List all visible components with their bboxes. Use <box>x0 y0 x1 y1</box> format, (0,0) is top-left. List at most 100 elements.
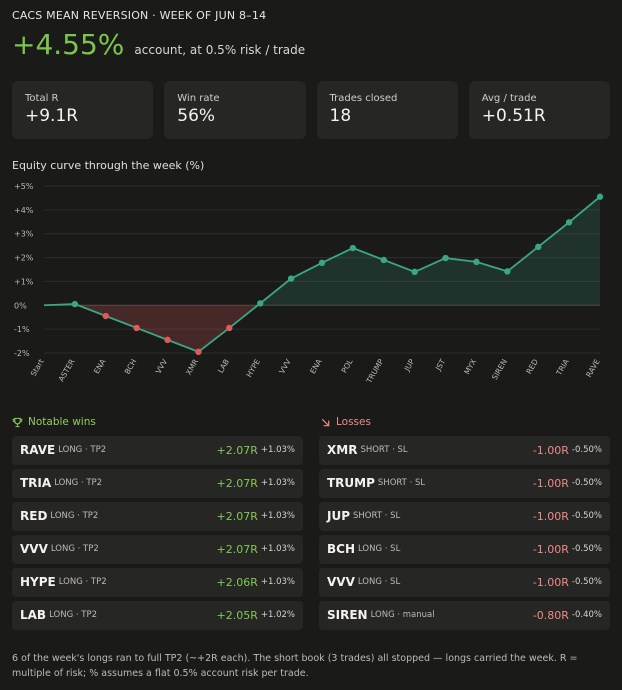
trade-symbol: SIREN <box>327 608 368 623</box>
trade-pct: +1.03% <box>260 577 295 588</box>
trade-r: +2.06R <box>216 575 258 589</box>
stat-value: +9.1R <box>25 106 79 126</box>
trade-meta: LONG · TP2 <box>49 610 97 621</box>
trade-r: -1.00R <box>532 443 569 457</box>
data-point <box>133 324 140 332</box>
x-tick-label: XMR <box>184 358 200 377</box>
trade-symbol: TRIA <box>20 476 52 491</box>
trade-pct: +1.03% <box>260 478 295 489</box>
stat-card-win-rate: Win rate 56% <box>164 81 306 139</box>
data-point <box>596 193 604 200</box>
trade-pct: -0.40% <box>571 610 602 621</box>
trade-r: +2.07R <box>216 542 258 556</box>
trade-pct: -0.50% <box>571 544 602 555</box>
equity-curve-chart: -2% -1% 0% +1% +2% +3% +4% +5% Start ASTER ENA BCH V… <box>14 182 604 386</box>
list-item: BCH LONG · SL -1.00R -0.50% <box>319 535 610 564</box>
data-point <box>565 219 573 226</box>
trade-r: +2.07R <box>216 476 258 490</box>
trade-pct: -0.50% <box>571 478 602 489</box>
page-title: CACS MEAN REVERSION · WEEK OF JUN 8–14 <box>12 9 267 22</box>
x-tick-label: JUP <box>402 357 417 373</box>
stat-cards: Total R +9.1R Win rate 56% Trades closed… <box>12 81 610 139</box>
trade-pct: -0.50% <box>571 511 602 522</box>
stat-card-trades-closed: Trades closed 18 <box>316 81 458 139</box>
trade-symbol: XMR <box>327 443 358 458</box>
y-tick-label: +3% <box>14 230 34 239</box>
x-tick-label: TRIA <box>554 357 571 378</box>
stat-label: Win rate <box>177 93 220 104</box>
x-tick-label: Start <box>29 357 46 377</box>
stat-label: Trades closed <box>329 93 398 104</box>
trade-pct: +1.03% <box>260 544 295 555</box>
data-point <box>411 268 418 276</box>
stat-value: 56% <box>177 106 216 126</box>
x-tick-label: ENA <box>92 357 108 376</box>
list-item: TRUMP SHORT · SL -1.00R -0.50% <box>319 469 610 498</box>
trade-pct: +1.03% <box>260 445 295 456</box>
trade-symbol: BCH <box>327 542 355 557</box>
x-tick-label: BCH <box>123 358 139 376</box>
y-tick-label: +5% <box>14 182 34 191</box>
losses-heading-label: Losses <box>336 416 371 428</box>
y-tick-label: -2% <box>14 349 30 358</box>
data-point <box>442 254 449 262</box>
trade-symbol: RAVE <box>20 443 56 458</box>
x-tick-label: HYPE <box>244 357 262 379</box>
trade-meta: SHORT · SL <box>360 445 408 456</box>
stat-label: Avg / trade <box>481 93 537 104</box>
data-point <box>504 268 511 275</box>
positive-area <box>257 196 600 306</box>
trade-symbol: JUP <box>327 509 351 524</box>
y-tick-label: 0% <box>14 301 27 310</box>
headline: +4.55% account, at 0.5% risk / trade <box>12 28 305 61</box>
trade-meta: LONG · TP2 <box>54 478 103 489</box>
x-tick-label: MYX <box>462 358 478 377</box>
trade-meta: LONG · TP2 <box>50 544 99 555</box>
trade-r: -1.00R <box>532 476 569 490</box>
trade-symbol: VVV <box>20 542 48 557</box>
stat-value: 18 <box>329 106 352 126</box>
y-tick-label: +2% <box>14 254 34 263</box>
y-tick-label: -1% <box>14 325 30 334</box>
y-tick-label: +4% <box>14 206 34 215</box>
x-tick-label: SIREN <box>490 358 509 382</box>
x-tick-label: TRUMP <box>364 357 386 386</box>
data-point <box>473 258 480 266</box>
data-point <box>535 243 542 251</box>
x-tick-label: ASTER <box>57 358 77 384</box>
trophy-icon <box>12 417 23 427</box>
trade-meta: SHORT · SL <box>377 478 426 489</box>
trade-r: -1.00R <box>532 542 569 556</box>
data-point <box>102 312 109 320</box>
footnote: 6 of the week's longs ran to full TP2 (~… <box>12 653 578 679</box>
chart-title: Equity curve through the week (%) <box>12 159 205 172</box>
trade-pct: +1.03% <box>260 511 295 522</box>
trade-symbol: VVV <box>327 575 355 590</box>
trade-symbol: RED <box>20 509 48 524</box>
list-item: SIREN LONG · manual -0.80R -0.40% <box>319 601 610 630</box>
x-tick-label: JST <box>433 357 447 373</box>
arrow-down-right-icon <box>321 418 330 426</box>
x-tick-label: VVV <box>277 357 293 376</box>
wins-list: RAVE LONG · TP2 +2.07R +1.03% TRIA LONG … <box>12 436 303 630</box>
trade-pct: +1.02% <box>260 610 295 621</box>
stat-card-avg-trade: Avg / trade +0.51R <box>468 81 610 139</box>
wins-heading-label: Notable wins <box>28 416 96 428</box>
trade-meta: LONG · TP2 <box>58 577 107 588</box>
list-item: HYPE LONG · TP2 +2.06R +1.03% <box>12 568 303 597</box>
x-tick-label: LAB <box>216 358 231 375</box>
trade-r: -1.00R <box>532 509 569 523</box>
x-tick-label: POL <box>340 357 356 375</box>
list-item: LAB LONG · TP2 +2.05R +1.02% <box>12 601 303 630</box>
data-point <box>226 324 233 332</box>
list-item: RAVE LONG · TP2 +2.07R +1.03% <box>12 436 303 465</box>
trade-r: +2.05R <box>216 608 258 622</box>
trade-r: +2.07R <box>216 509 258 523</box>
list-item: TRIA LONG · TP2 +2.07R +1.03% <box>12 469 303 498</box>
trade-meta: SHORT · SL <box>353 511 401 522</box>
x-tick-label: RAVE <box>584 357 602 379</box>
list-item: VVV LONG · SL -1.00R -0.50% <box>319 568 610 597</box>
data-point <box>349 244 357 252</box>
headline-value: +4.55% <box>12 28 125 61</box>
data-point <box>318 259 326 267</box>
